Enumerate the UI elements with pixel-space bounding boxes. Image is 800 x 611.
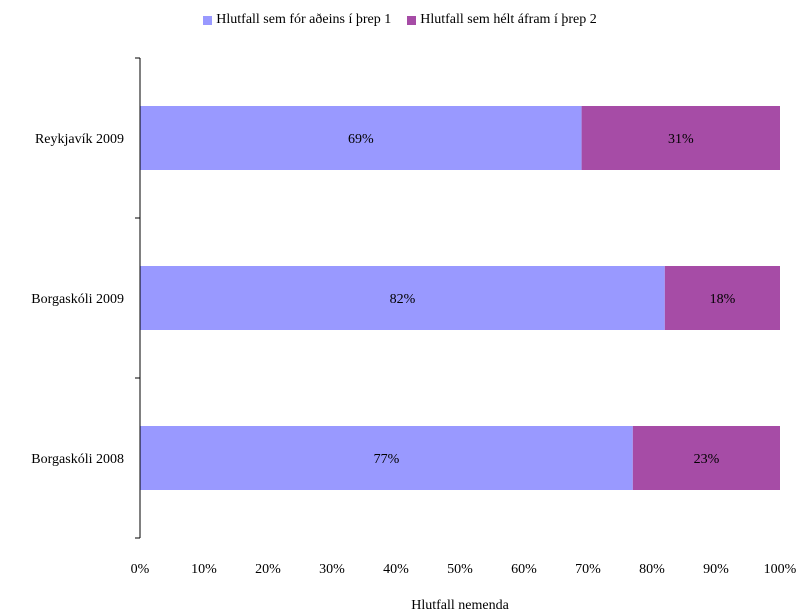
x-tick-label-6: 60% xyxy=(511,562,537,577)
x-tick-label-8: 80% xyxy=(639,562,665,577)
x-tick-label-7: 70% xyxy=(575,562,601,577)
bar-segment-3-series-1 xyxy=(140,426,633,490)
x-tick-label-0: 0% xyxy=(131,562,150,577)
bar-segment-3-series-2 xyxy=(632,426,780,490)
bar-group: 69% 31% 82% 18% 77% 23% xyxy=(140,106,780,490)
legend-item-series-2: Hlutfall sem hélt áfram í þrep 2 xyxy=(407,12,597,28)
legend-item-series-1: Hlutfall sem fór aðeins í þrep 1 xyxy=(203,12,391,28)
x-axis-title: Hlutfall nemenda xyxy=(411,598,509,611)
x-tick-label-3: 30% xyxy=(319,562,345,577)
data-label-1-series-1: 69% xyxy=(348,132,374,147)
x-tick-label-2: 20% xyxy=(255,562,281,577)
bar-segment-2-series-2 xyxy=(664,266,780,330)
bar-segment-2-series-1 xyxy=(140,266,665,330)
x-tick-label-9: 90% xyxy=(703,562,729,577)
x-tick-label-10: 100% xyxy=(764,562,797,577)
bar-segment-1-series-2 xyxy=(581,106,780,170)
data-label-3-series-1: 77% xyxy=(374,452,400,467)
data-label-2-series-2: 18% xyxy=(710,292,736,307)
legend-swatch-series-2 xyxy=(407,15,417,25)
chart-legend: Hlutfall sem fór aðeins í þrep 1 Hlutfal… xyxy=(0,12,800,28)
x-tick-label-4: 40% xyxy=(383,562,409,577)
axes-group: Reykjavík 2009 Borgaskóli 2009 Borgaskóli … xyxy=(31,57,797,577)
category-label-3: Borgaskóli 2008 xyxy=(31,452,124,467)
x-tick-label-5: 50% xyxy=(447,562,473,577)
legend-label-series-1: Hlutfall sem fór aðeins í þrep 1 xyxy=(216,12,392,27)
data-label-1-series-2: 31% xyxy=(668,132,694,147)
data-label-3-series-2: 23% xyxy=(694,452,720,467)
legend-swatch-series-1 xyxy=(203,15,213,25)
category-label-2: Borgaskóli 2009 xyxy=(31,292,124,307)
bar-segment-1-series-1 xyxy=(140,106,582,170)
data-label-2-series-1: 82% xyxy=(390,292,416,307)
x-tick-label-1: 10% xyxy=(191,562,217,577)
legend-label-series-2: Hlutfall sem hélt áfram í þrep 2 xyxy=(420,12,597,27)
category-label-1: Reykjavík 2009 xyxy=(35,132,124,147)
